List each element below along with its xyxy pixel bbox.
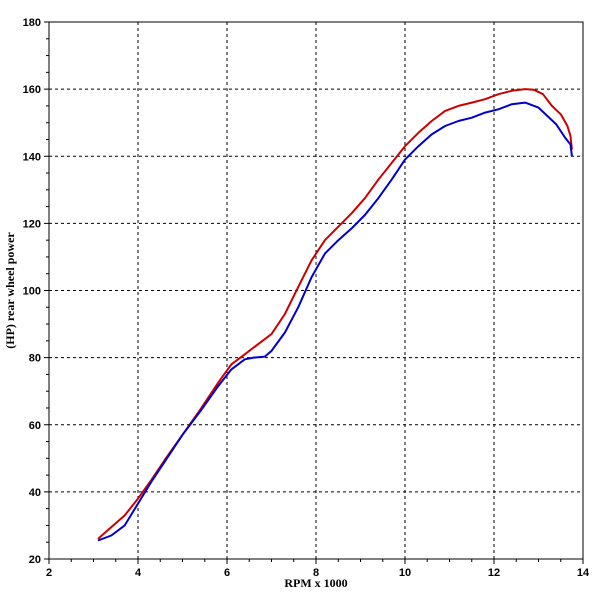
x-tick-label: 6 (224, 567, 230, 579)
x-axis-title: RPM x 1000 (284, 576, 347, 590)
x-tick-label: 14 (577, 567, 590, 579)
x-tick-label: 12 (488, 567, 500, 579)
y-tick-label: 160 (23, 84, 41, 96)
y-tick-label: 20 (29, 554, 41, 566)
y-tick-label: 60 (29, 420, 41, 432)
tick-labels: 2 4 6 8 10 12 14 20 40 60 80 100 120 140 160 180 (23, 17, 590, 579)
y-axis-title: (HP) rear wheel power (3, 232, 17, 349)
x-tick-label: 4 (135, 567, 142, 579)
x-tick-label: 10 (399, 567, 411, 579)
y-tick-label: 180 (23, 17, 41, 29)
axis-ticks (44, 21, 584, 564)
grid-lines (49, 22, 583, 559)
x-tick-label: 8 (313, 567, 319, 579)
y-tick-label: 80 (29, 353, 41, 365)
y-tick-label: 40 (29, 487, 41, 499)
y-tick-label: 140 (23, 151, 41, 163)
y-tick-label: 100 (23, 286, 41, 298)
series-lines (97, 88, 573, 542)
y-tick-label: 120 (23, 218, 41, 230)
x-tick-label: 2 (46, 567, 52, 579)
blue-power-curve (97, 101, 573, 542)
